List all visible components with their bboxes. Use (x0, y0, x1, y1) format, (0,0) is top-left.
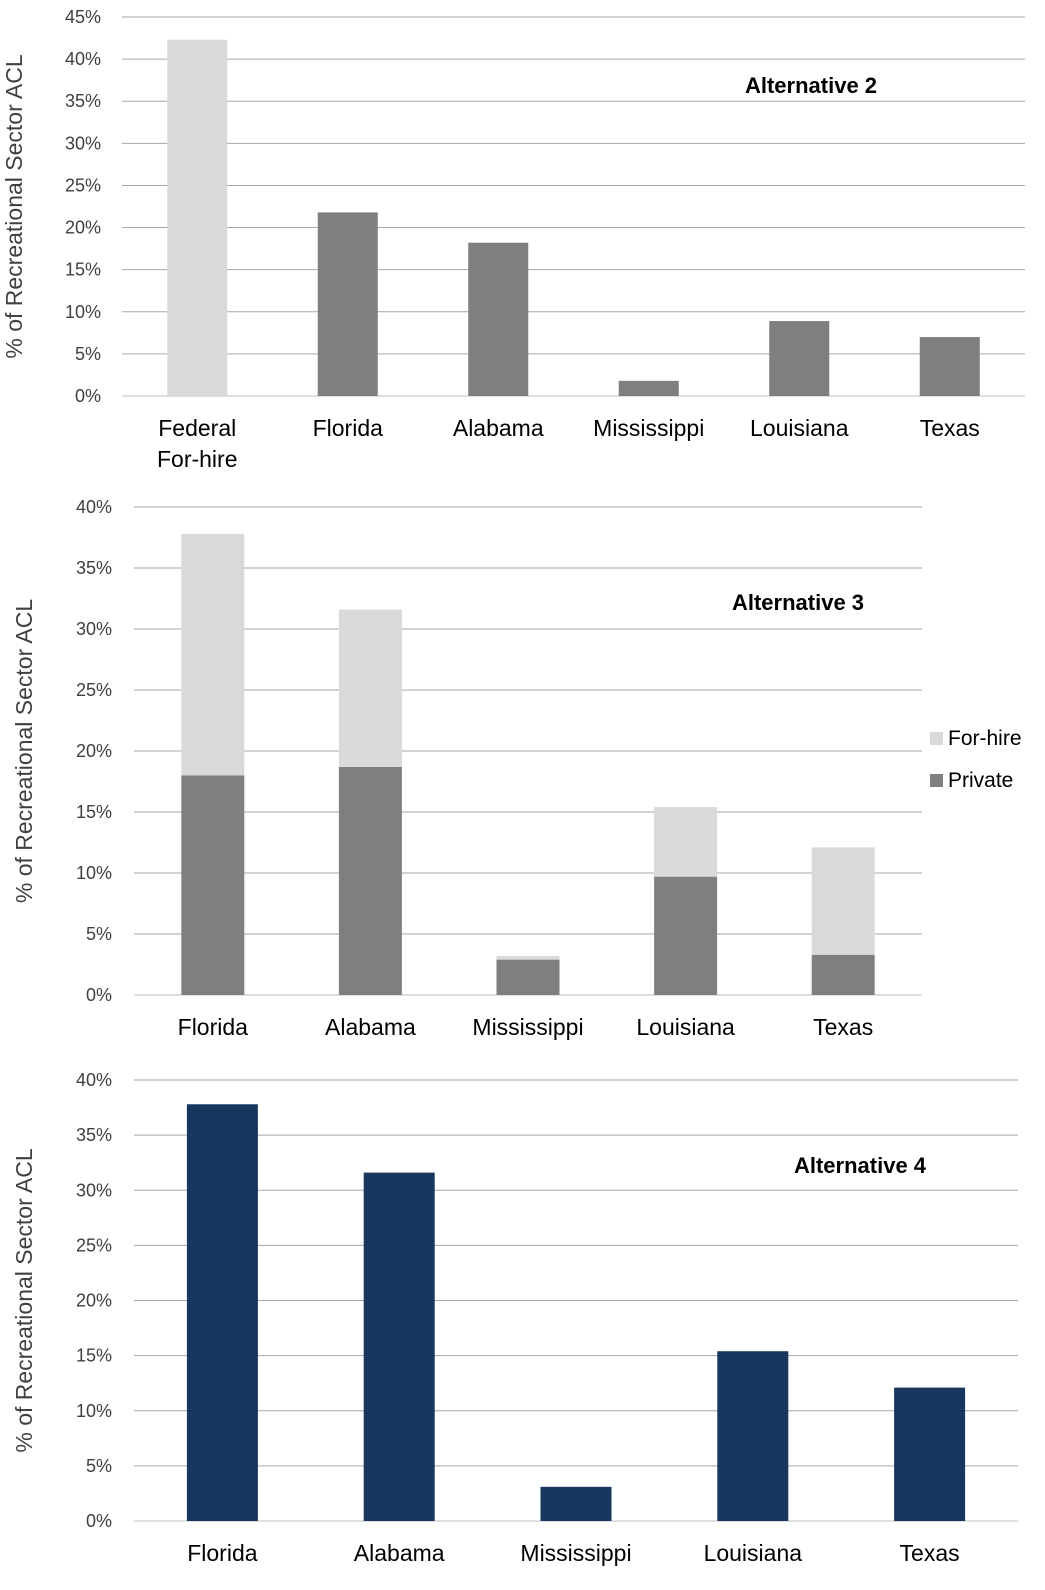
chart1-x-tick-label: Louisiana (750, 415, 849, 441)
chart1-y-tick-label: 0% (75, 386, 101, 406)
chart1-y-tick-label: 20% (65, 218, 101, 238)
chart1-y-tick-label: 40% (65, 49, 101, 69)
chart1-y-tick-label: 30% (65, 133, 101, 153)
chart1-title: Alternative 2 (745, 73, 877, 98)
chart1-bar-federal-for-hire (167, 39, 228, 397)
chart2-bar-private-florida (181, 775, 245, 995)
chart3-title: Alternative 4 (794, 1153, 927, 1178)
chart2-bar-for-hire-mississippi (496, 955, 560, 960)
chart3-y-tick-label: 15% (76, 1346, 112, 1366)
chart3-y-tick-label: 25% (76, 1235, 112, 1255)
chart3-bar-texas (894, 1387, 966, 1521)
chart3-x-tick-label: Alabama (354, 1540, 445, 1566)
chart3-y-tick-label: 5% (86, 1456, 112, 1476)
chart2-x-tick-label: Mississippi (472, 1014, 583, 1040)
chart1-bar-mississippi (618, 380, 679, 396)
chart2-y-tick-label: 5% (86, 924, 112, 944)
chart3-bar-louisiana (717, 1351, 789, 1521)
chart1-bar-florida (317, 212, 378, 396)
chart1-x-tick-label: Federal For-hire (157, 415, 238, 472)
chart2-bar-for-hire-florida (181, 533, 245, 776)
chart2-y-tick-label: 15% (76, 802, 112, 822)
chart2-y-tick-label: 10% (76, 863, 112, 883)
chart2-bar-for-hire-louisiana (654, 807, 718, 877)
chart2-bar-private-mississippi (496, 959, 560, 995)
chart3-bar-alabama (363, 1172, 435, 1521)
chart1-y-tick-label: 45% (65, 7, 101, 27)
chart2-y-tick-label: 25% (76, 680, 112, 700)
chart1-bar-alabama (468, 242, 529, 396)
chart1-y-tick-label: 35% (65, 91, 101, 111)
chart1-x-tick-label: Texas (920, 415, 980, 441)
chart3-x-tick-label: Louisiana (704, 1540, 803, 1566)
chart2-bar-for-hire-alabama (338, 609, 402, 767)
chart1-y-tick-label: 5% (75, 344, 101, 364)
chart2-y-axis-label: % of Recreational Sector ACL (11, 599, 37, 903)
chart2-x-tick-label: Louisiana (636, 1014, 735, 1040)
chart1-y-axis-label: % of Recreational Sector ACL (1, 54, 27, 358)
chart1-x-tick-label: Mississippi (593, 415, 704, 441)
chart3-bar-florida (186, 1104, 258, 1521)
chart2-y-tick-label: 35% (76, 558, 112, 578)
chart3-y-tick-label: 35% (76, 1125, 112, 1145)
chart3-x-tick-label: Texas (900, 1540, 960, 1566)
chart1-y-tick-label: 15% (65, 260, 101, 280)
chart2-y-tick-label: 40% (76, 497, 112, 517)
chart2-title: Alternative 3 (732, 590, 864, 615)
chart2-y-tick-label: 20% (76, 741, 112, 761)
chart1-y-tick-label: 25% (65, 175, 101, 195)
chart1-x-tick-label: Alabama (453, 415, 544, 441)
chart3-x-tick-label: Mississippi (520, 1540, 631, 1566)
chart2-x-tick-label: Texas (813, 1014, 873, 1040)
chart2-x-tick-label: Alabama (325, 1014, 416, 1040)
chart3-y-tick-label: 10% (76, 1401, 112, 1421)
chart3-x-tick-label: Florida (187, 1540, 258, 1566)
chart2-bar-for-hire-texas (811, 847, 875, 955)
chart2-y-tick-label: 30% (76, 619, 112, 639)
chart1-x-tick-label: Florida (313, 415, 384, 441)
chart2-legend-swatch-for-hire (930, 732, 943, 745)
chart3-y-tick-label: 0% (86, 1511, 112, 1531)
chart2-x-tick-label: Florida (178, 1014, 249, 1040)
chart2-legend-swatch-private (930, 774, 943, 787)
chart1-bar-texas (919, 337, 980, 396)
chart3-y-tick-label: 30% (76, 1180, 112, 1200)
chart2-y-tick-label: 0% (86, 985, 112, 1005)
chart3-bar-mississippi (540, 1486, 612, 1521)
chart2-bar-private-texas (811, 954, 875, 995)
chart2-legend-label-private: Private (948, 769, 1013, 792)
chart3-y-tick-label: 40% (76, 1070, 112, 1090)
chart1-bar-louisiana (769, 321, 830, 396)
chart2-legend-label-for-hire: For-hire (948, 727, 1022, 750)
chart3-y-axis-label: % of Recreational Sector ACL (11, 1148, 37, 1452)
chart1-y-tick-label: 10% (65, 302, 101, 322)
chart2-bar-private-alabama (338, 766, 402, 995)
chart3-y-tick-label: 20% (76, 1291, 112, 1311)
chart2-bar-private-louisiana (654, 876, 718, 995)
